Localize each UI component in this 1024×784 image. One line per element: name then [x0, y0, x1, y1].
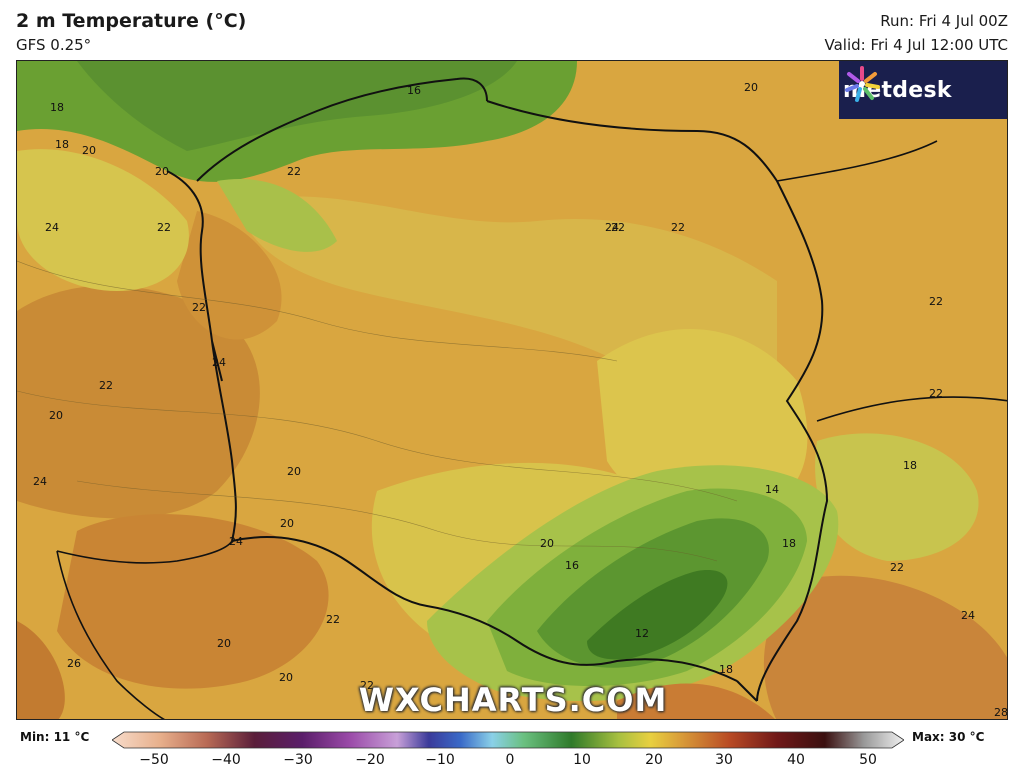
color-bar-tick: −10 [425, 752, 455, 768]
color-bar-tick: 50 [859, 752, 877, 768]
contour-label: 24 [212, 356, 226, 369]
border-south [231, 536, 758, 702]
contour-label: 22 [192, 301, 206, 314]
contour-label: 20 [217, 637, 231, 650]
contour-label: 18 [782, 537, 796, 550]
color-bar [112, 731, 904, 749]
border-east [486, 100, 829, 702]
contour-label: 28 [994, 706, 1008, 719]
border-belarus-lithuania [816, 396, 1007, 422]
contour-label: 22 [99, 379, 113, 392]
run-time: Run: Fri 4 Jul 00Z [880, 12, 1008, 30]
color-bar-tick: −50 [139, 752, 169, 768]
border-czech [56, 540, 233, 719]
contour-label: 20 [155, 165, 169, 178]
contour-label: 24 [605, 221, 619, 234]
contour-label: 18 [50, 101, 64, 114]
contour-label: 22 [287, 165, 301, 178]
color-bar-tick: 30 [715, 752, 733, 768]
contour-label: 24 [229, 535, 243, 548]
contour-label: 22 [360, 679, 374, 692]
contour-label: 16 [407, 84, 421, 97]
contour-label: 22 [929, 295, 943, 308]
max-temperature: Max: 30 °C [912, 730, 985, 744]
contour-label: 16 [565, 559, 579, 572]
color-bar-tick: −20 [355, 752, 385, 768]
contour-label: 22 [326, 613, 340, 626]
contour-label: 20 [49, 409, 63, 422]
contour-line [17, 260, 618, 362]
contour-label: 22 [671, 221, 685, 234]
contour-label: 24 [45, 221, 59, 234]
contour-label: 14 [765, 483, 779, 496]
contour-label: 26 [67, 657, 81, 670]
color-legend: Min: 11 °C [0, 722, 1024, 784]
color-bar-tick: −30 [283, 752, 313, 768]
metdesk-logo: metdesk [839, 61, 1007, 119]
warm-zone-germany [177, 211, 282, 340]
min-temperature: Min: 11 °C [20, 730, 90, 744]
contour-label: 24 [961, 609, 975, 622]
contour-label: 22 [890, 561, 904, 574]
contour-label: 12 [635, 627, 649, 640]
color-bar-tick: −40 [211, 752, 241, 768]
valid-time: Valid: Fri 4 Jul 12:00 UTC [824, 36, 1008, 54]
contour-line [76, 480, 718, 562]
contour-label: 20 [287, 465, 301, 478]
metdesk-flower-icon [845, 66, 880, 102]
warm-zone-se [763, 575, 1007, 719]
baltic-sea-deep [77, 61, 517, 151]
chart-header: 2 m Temperature (°C) GFS 0.25° Run: Fri … [0, 0, 1024, 58]
coastal-cool [217, 179, 337, 252]
contour-label: 22 [157, 221, 171, 234]
contour-label: 22 [929, 387, 943, 400]
border-germany-poland [166, 170, 237, 542]
contour-label: 22 [611, 221, 625, 234]
contour-label: 18 [719, 663, 733, 676]
map-title: 2 m Temperature (°C) [16, 10, 247, 32]
yellow-zone-belarus [815, 433, 979, 561]
warm-zone-sw [17, 621, 65, 719]
contour-label: 24 [33, 475, 47, 488]
color-bar-tick: 10 [573, 752, 591, 768]
warm-zone-west [17, 285, 260, 519]
contour-label: 20 [82, 144, 96, 157]
temperature-map: 16 20 18 18 20 22 20 22 24 24 22 22 24 22 20 24 26 20 20 24… [16, 60, 1008, 720]
border-lithuania [776, 140, 938, 182]
warm-zone-czech [57, 514, 329, 689]
color-bar-tick: 20 [645, 752, 663, 768]
contour-label: 20 [540, 537, 554, 550]
contour-label: 20 [279, 671, 293, 684]
contour-label: 20 [280, 517, 294, 530]
warm-zone-hungary [617, 683, 775, 719]
wxcharts-watermark: WXCHARTS.COM [358, 681, 668, 719]
color-bar-tick: 40 [787, 752, 805, 768]
contour-label: 20 [744, 81, 758, 94]
cool-zone-core [587, 570, 728, 660]
contour-line [17, 390, 738, 502]
contour-label: 18 [903, 459, 917, 472]
color-bar-tick: 0 [505, 752, 515, 768]
contour-label: 18 [55, 138, 69, 151]
yellow-zone-north [237, 196, 777, 384]
model-name: GFS 0.25° [16, 36, 92, 54]
coastline-poland [196, 77, 488, 182]
yellow-zone-denmark [17, 149, 189, 291]
